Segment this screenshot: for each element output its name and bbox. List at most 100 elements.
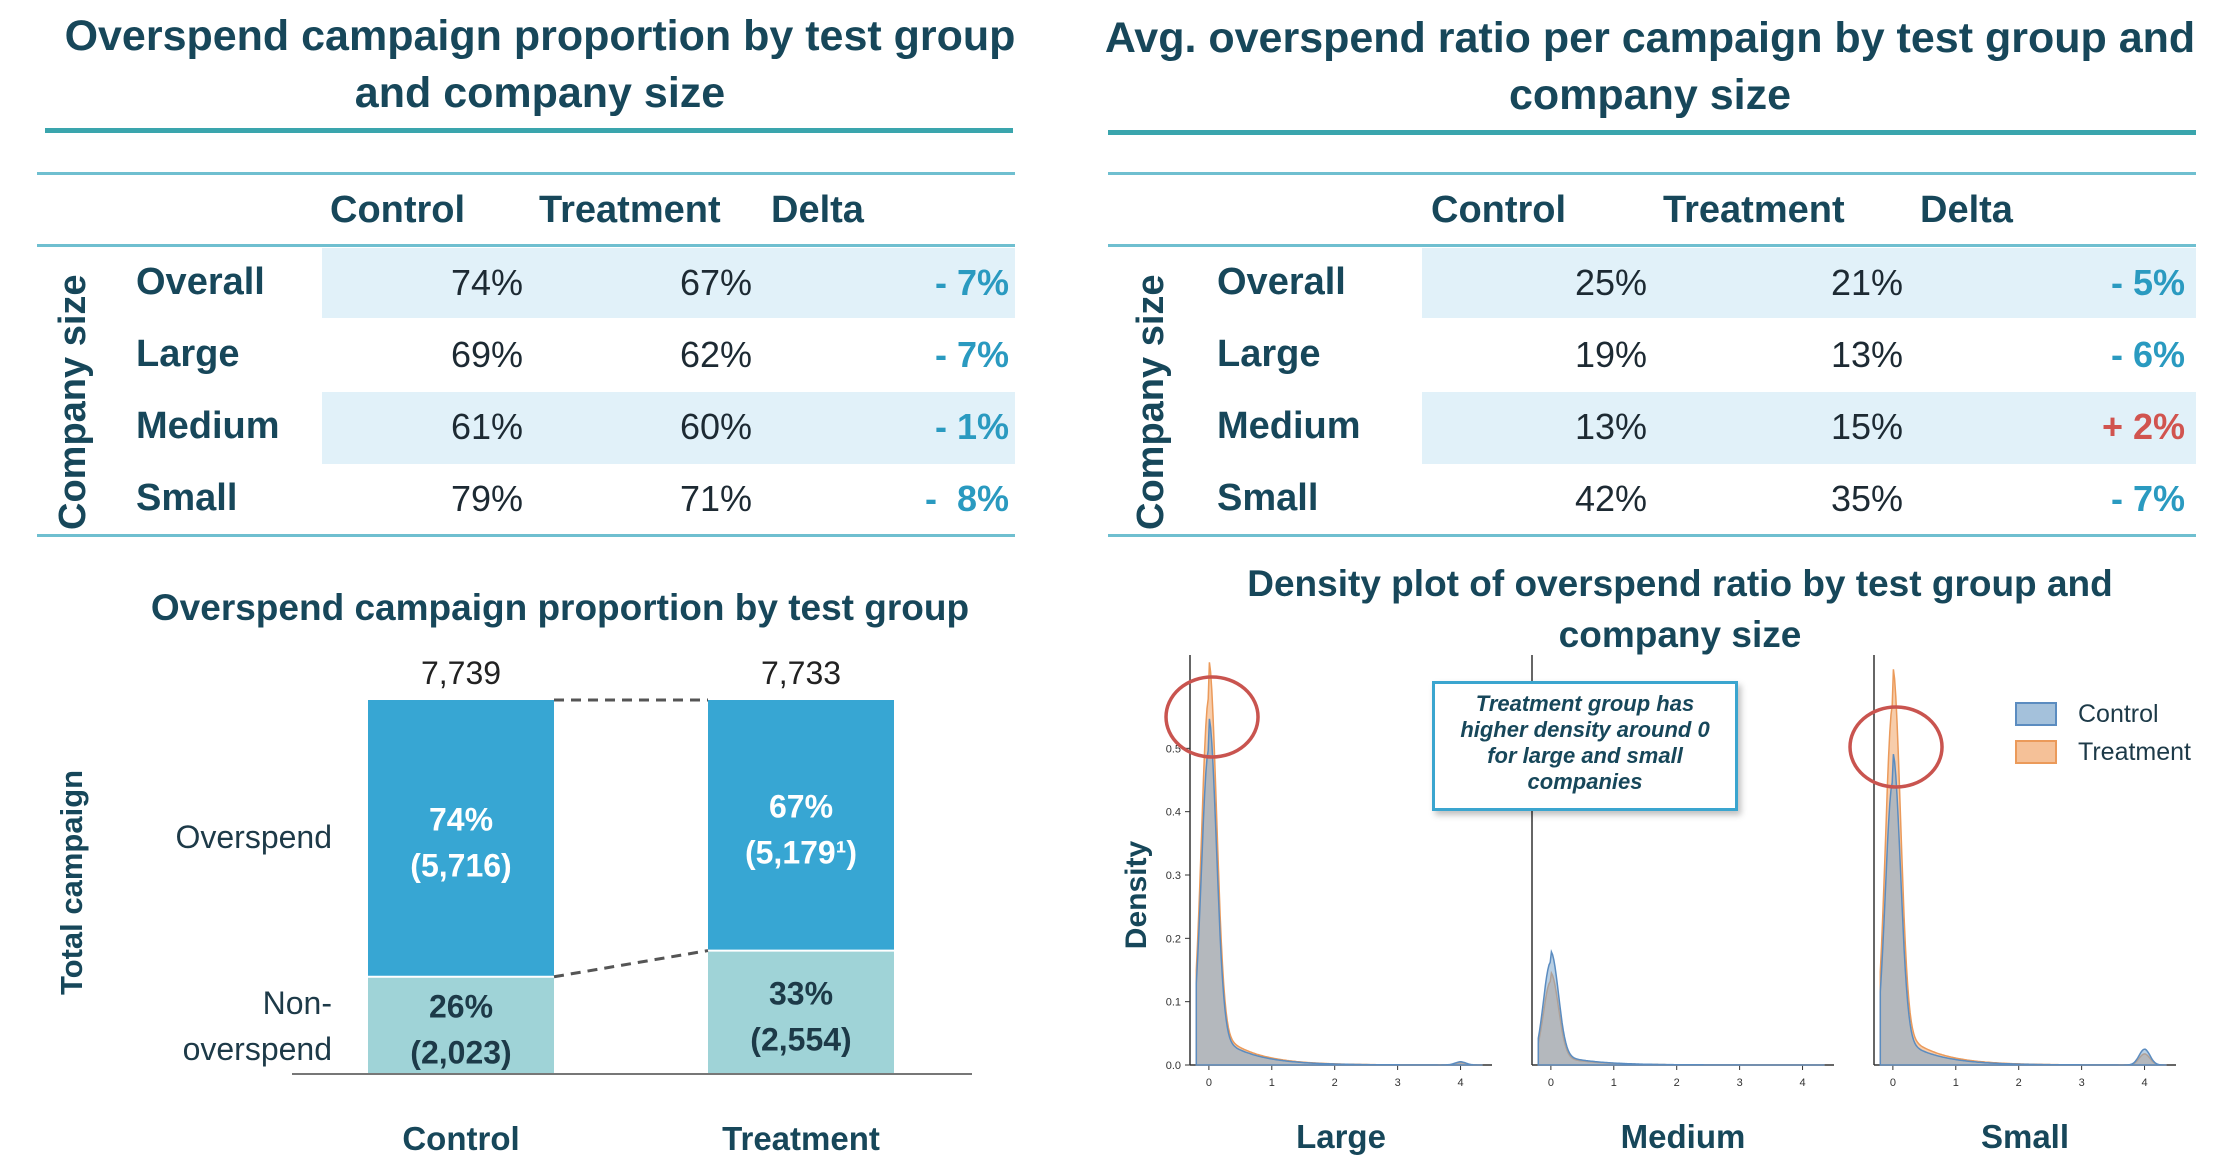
series-label-overspend: Overspend: [175, 819, 332, 855]
density-xtick-label: 0: [1890, 1077, 1896, 1089]
table2-cell-control: 19%: [1574, 334, 1647, 375]
density-ylabel: Density: [1120, 841, 1153, 950]
density-panel-label-medium: Medium: [1621, 1118, 1746, 1155]
series-label-non-overspend: Non-: [263, 985, 332, 1021]
table2-bottom-rule: [1108, 534, 2196, 537]
table1-cell-treatment: 62%: [679, 334, 752, 375]
table2-cell-delta: - 7%: [2110, 478, 2185, 519]
bar-chart-title: Overspend campaign proportion by test gr…: [150, 587, 970, 628]
table1-cell-delta: - 7%: [934, 262, 1009, 303]
legend-label-control: Control: [2078, 700, 2159, 728]
table1-cell-delta: - 8%: [924, 478, 1009, 519]
bar-total-treatment: 7,733: [761, 655, 841, 691]
table1-header-rule: [37, 244, 1015, 247]
table2-cell-treatment: 21%: [1830, 262, 1903, 303]
bar-label-overspend: (5,716): [410, 847, 511, 883]
table2-cell-control: 25%: [1574, 262, 1647, 303]
legend-swatch-treatment: [2015, 740, 2057, 764]
table1-col-delta: Delta: [771, 189, 864, 231]
density-xtick-label: 3: [1737, 1077, 1743, 1089]
bar-category-control: Control: [402, 1120, 519, 1157]
bar-connector-mid: [553, 949, 709, 979]
bar-label-overspend: (5,179¹): [745, 834, 857, 870]
table2-row-label-overall: Overall: [1217, 261, 1346, 303]
bar-label-non-overspend: 33%: [769, 975, 833, 1011]
density-xtick-label: 2: [2016, 1077, 2022, 1089]
density-ytick-label: 0.1: [1166, 997, 1181, 1009]
density-area-treatment-small: [1879, 669, 2167, 1066]
table2-col-delta: Delta: [1920, 189, 2013, 231]
bar-overspend-treatment: [708, 700, 894, 951]
table2-col-treatment: Treatment: [1663, 189, 1845, 231]
bar-total-control: 7,739: [421, 655, 501, 691]
table2-cell-delta: + 2%: [2101, 406, 2185, 447]
table2-cell-treatment: 15%: [1830, 406, 1903, 447]
table1-cell-delta: - 1%: [934, 406, 1009, 447]
series-label-non-overspend: overspend: [183, 1031, 332, 1067]
bar-non-overspend-control: [368, 976, 554, 1074]
density-area-control-medium: [1537, 949, 1825, 1066]
table1-cell-control: 74%: [450, 262, 523, 303]
density-panel-label-large: Large: [1296, 1118, 1386, 1155]
density-panel-label-small: Small: [1981, 1118, 2069, 1155]
bar-label-non-overspend: 26%: [429, 988, 493, 1024]
table2-cell-control: 42%: [1574, 478, 1647, 519]
table1-row-label-medium: Medium: [136, 405, 280, 447]
table2-col-control: Control: [1431, 189, 1567, 231]
density-xtick-label: 1: [1953, 1077, 1959, 1089]
density-xtick-label: 0: [1548, 1077, 1554, 1089]
table1-top-rule: [37, 172, 1015, 175]
bar-overspend-control: [368, 700, 554, 977]
table1-cell-treatment: 67%: [679, 262, 752, 303]
density-ytick-label: 0.5: [1166, 743, 1181, 755]
density-xtick-label: 4: [2141, 1077, 2147, 1089]
density-xtick-label: 1: [1269, 1077, 1275, 1089]
density-ytick-label: 0.3: [1166, 870, 1181, 882]
table2-title: Avg. overspend ratio per campaign by tes…: [1104, 14, 2196, 119]
table1-cell-treatment: 71%: [679, 478, 752, 519]
table1-row-group-label: Company size: [52, 274, 94, 530]
table1-title: Overspend campaign proportion by test gr…: [64, 12, 1016, 117]
table2-title-rule: [1108, 130, 2196, 135]
table2-band-medium: [1422, 392, 2196, 464]
bar-category-treatment: Treatment: [722, 1120, 880, 1157]
table2-cell-treatment: 13%: [1830, 334, 1903, 375]
density-xtick-label: 4: [1799, 1077, 1805, 1089]
bar-label-overspend: 74%: [429, 801, 493, 837]
legend-swatch-control: [2015, 702, 2057, 726]
bar-label-non-overspend: (2,554): [750, 1021, 851, 1057]
density-xtick-label: 2: [1674, 1077, 1680, 1089]
table1-col-control: Control: [330, 189, 466, 231]
table1-cell-treatment: 60%: [679, 406, 752, 447]
density-xtick-label: 3: [2079, 1077, 2085, 1089]
stacked-bar-chart: 74% (5,716) 26% (2,023) 7,739 Control 67% (5,17…: [175, 655, 972, 1157]
table1-col-treatment: Treatment: [539, 189, 721, 231]
density-xtick-label: 3: [1395, 1077, 1401, 1089]
legend-label-treatment: Treatment: [2078, 738, 2191, 766]
table2-row-label-medium: Medium: [1217, 405, 1361, 447]
density-annotation: Treatment group has higher density aroun…: [1432, 681, 1738, 811]
table2-top-rule: [1108, 172, 2196, 175]
table2-cell-treatment: 35%: [1830, 478, 1903, 519]
density-xtick-label: 0: [1206, 1077, 1212, 1089]
density-area-treatment-medium: [1537, 970, 1825, 1066]
bar-label-non-overspend: (2,023): [410, 1034, 511, 1070]
density-annotation-text: Treatment group has higher density aroun…: [1460, 691, 1710, 794]
table1-row-label-overall: Overall: [136, 261, 265, 303]
density-chart: Density 0 1 2 3 4 0.0 0.1 0.2 0.3 0.4 0.5 Large 0 1 2 3 4…: [1120, 655, 2191, 1155]
table1-cell-delta: - 7%: [934, 334, 1009, 375]
table1-band-overall: [322, 248, 1015, 318]
table1-cell-control: 61%: [450, 406, 523, 447]
table1-band-medium: [322, 392, 1015, 464]
table2-row-label-small: Small: [1217, 477, 1319, 519]
table1-cell-control: 79%: [450, 478, 523, 519]
density-xtick-label: 1: [1611, 1077, 1617, 1089]
bar-non-overspend-treatment: [708, 950, 894, 1074]
density-ytick-label: 0.0: [1166, 1060, 1181, 1072]
table2-band-overall: [1422, 248, 2196, 318]
density-xtick-label: 4: [1457, 1077, 1463, 1089]
table1-row-label-large: Large: [136, 333, 240, 375]
table2-cell-delta: - 5%: [2110, 262, 2185, 303]
density-ytick-label: 0.2: [1166, 933, 1181, 945]
density-area-control-large: [1195, 718, 1483, 1066]
